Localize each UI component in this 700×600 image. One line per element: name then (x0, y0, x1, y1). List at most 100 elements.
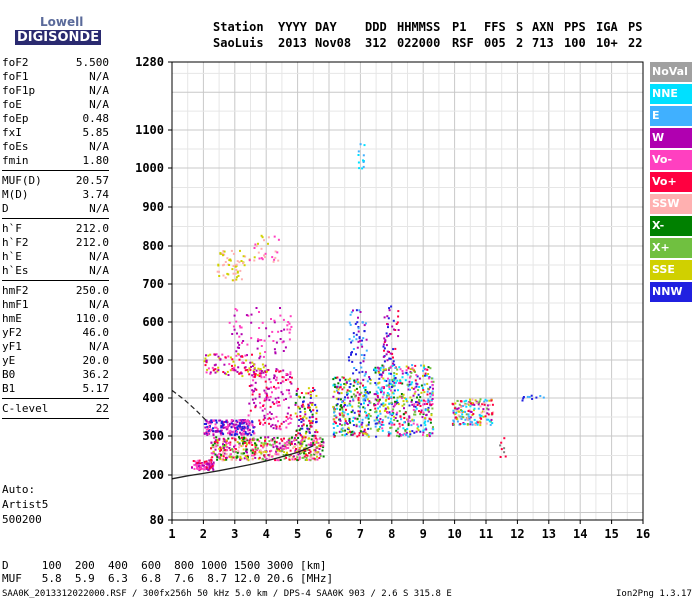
echo-point (281, 450, 284, 452)
echo-point (289, 373, 292, 376)
echo-point (413, 419, 415, 422)
echo-point (387, 334, 390, 337)
echo-point (392, 408, 395, 411)
echo-point (342, 414, 345, 417)
echo-point (422, 374, 424, 377)
echo-point (236, 455, 239, 458)
echo-point (374, 370, 377, 373)
echo-point (500, 448, 503, 451)
header-label: Station (213, 20, 264, 34)
echo-point (472, 413, 475, 415)
echo-point (242, 422, 245, 425)
header-value: 10+ (596, 36, 618, 50)
echo-point (239, 355, 242, 358)
echo-point (222, 426, 225, 429)
echo-point (209, 428, 212, 431)
echo-point (388, 422, 391, 425)
echo-point (299, 427, 302, 430)
echo-point (414, 386, 417, 389)
echo-point (250, 441, 253, 444)
echo-point (304, 459, 307, 461)
echo-point (425, 374, 428, 377)
echo-point (266, 444, 268, 447)
echo-point (234, 264, 237, 267)
echo-point (353, 379, 356, 382)
echo-point (205, 431, 208, 434)
echo-point (207, 429, 210, 432)
legend-item: W (650, 128, 692, 148)
echo-point (377, 382, 380, 385)
echo-point (236, 454, 239, 457)
echo-point (308, 458, 311, 461)
echo-point (208, 463, 211, 466)
echo-point (218, 270, 220, 273)
echo-point (315, 412, 318, 415)
echo-point (222, 254, 224, 257)
echo-point (314, 431, 317, 434)
echo-point (273, 437, 276, 439)
auto-software: Artist5 (2, 498, 49, 511)
echo-point (346, 392, 349, 395)
echo-point (240, 452, 243, 455)
echo-point (474, 399, 477, 402)
echo-point (256, 374, 259, 377)
echo-point (223, 372, 226, 375)
echo-point (402, 413, 405, 416)
echo-point (221, 459, 224, 462)
echo-point (216, 270, 219, 273)
echo-point (299, 396, 301, 399)
echo-point (335, 416, 338, 419)
echo-point (295, 448, 297, 450)
echo-point (420, 384, 423, 387)
echo-point (408, 380, 411, 383)
echo-point (212, 444, 215, 447)
echo-point (376, 429, 379, 432)
echo-point (396, 321, 399, 324)
echo-point (238, 325, 241, 328)
echo-point (248, 424, 251, 426)
echo-point (236, 332, 238, 335)
echo-point (282, 454, 285, 456)
param-name: h`Es (2, 264, 29, 277)
echo-point (229, 432, 231, 435)
header-value: 312 (365, 36, 387, 50)
echo-point (432, 387, 434, 390)
echo-point (274, 452, 277, 455)
echo-point (364, 386, 367, 389)
echo-point (231, 268, 234, 271)
echo-point (205, 371, 208, 374)
echo-point (369, 379, 372, 381)
echo-point (365, 396, 368, 399)
echo-point (391, 422, 394, 425)
echo-point (376, 392, 379, 395)
echo-point (270, 386, 273, 389)
echo-point (346, 389, 349, 392)
echo-point (490, 418, 493, 421)
echo-point (303, 435, 306, 438)
echo-point (266, 370, 268, 373)
echo-point (251, 384, 254, 387)
echo-point (344, 429, 347, 432)
echo-point (289, 328, 292, 331)
echo-point (278, 425, 281, 428)
echo-point (369, 391, 371, 394)
echo-point (312, 390, 314, 392)
echo-point (343, 411, 346, 414)
echo-point (290, 376, 293, 379)
echo-point (388, 386, 391, 389)
echo-point (218, 453, 221, 455)
echo-point (316, 451, 319, 454)
echo-point (251, 353, 253, 356)
echo-point (301, 403, 304, 406)
echo-point (491, 422, 494, 425)
echo-point (349, 323, 352, 326)
echo-point (335, 397, 338, 400)
echo-point (253, 259, 256, 262)
echo-point (407, 367, 410, 370)
echo-point (477, 401, 480, 404)
param-value: 3.74 (82, 188, 110, 201)
echo-point (241, 375, 244, 378)
echo-point (316, 438, 319, 441)
echo-point (294, 412, 297, 415)
echo-point (263, 456, 266, 459)
